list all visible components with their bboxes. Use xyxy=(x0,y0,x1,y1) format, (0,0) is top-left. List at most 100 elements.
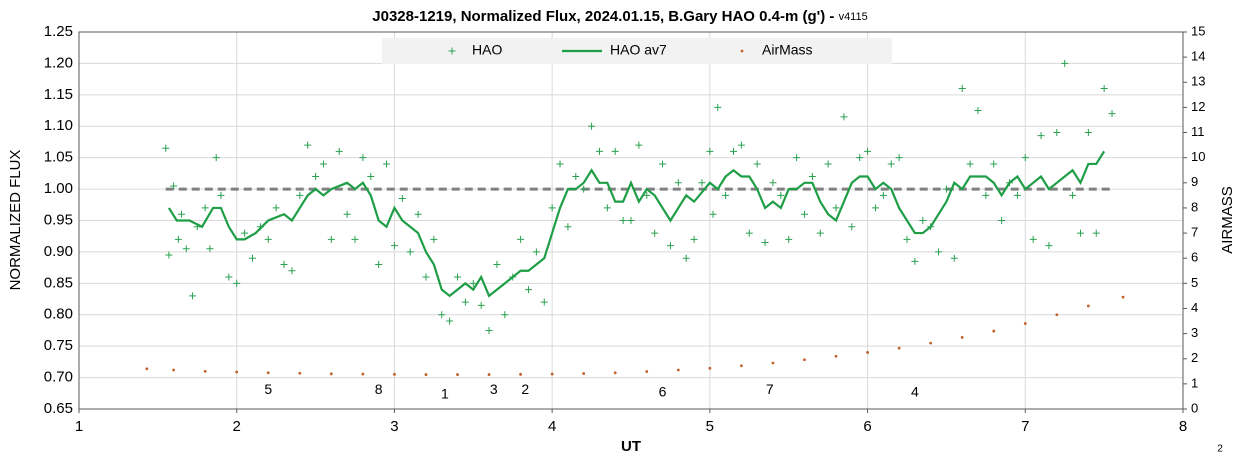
y2-tick-label: 1 xyxy=(1191,375,1198,390)
data-point xyxy=(864,147,872,155)
data-point xyxy=(217,191,225,199)
data-point xyxy=(272,204,280,212)
x-tick-label: 5 xyxy=(706,418,714,435)
data-point xyxy=(487,373,491,376)
y2-tick-label: 6 xyxy=(1191,250,1198,265)
data-point xyxy=(911,257,919,265)
page-number: 2 xyxy=(1217,444,1223,455)
y2-tick-label: 4 xyxy=(1191,300,1198,315)
data-point xyxy=(383,160,391,168)
data-point xyxy=(1092,229,1100,237)
data-point xyxy=(145,367,149,371)
data-point xyxy=(834,354,838,358)
data-point xyxy=(556,160,564,168)
legend-marker xyxy=(740,49,744,53)
y-axis-label: NORMALIZED FLUX xyxy=(7,150,24,291)
data-point xyxy=(548,204,556,212)
data-point xyxy=(611,147,619,155)
data-point xyxy=(803,358,806,362)
y2-tick-label: 15 xyxy=(1191,23,1205,38)
data-point xyxy=(493,260,501,268)
data-point xyxy=(816,229,824,237)
data-point xyxy=(414,210,422,218)
y-tick-label: 0.90 xyxy=(44,243,73,260)
data-point xyxy=(974,107,982,115)
data-point xyxy=(359,154,367,162)
data-point xyxy=(1053,129,1061,137)
data-point xyxy=(266,371,270,375)
annotation: 2 xyxy=(521,381,529,397)
data-point xyxy=(737,141,745,149)
data-point xyxy=(182,245,190,253)
data-point xyxy=(580,185,588,193)
data-point xyxy=(398,195,406,203)
y2-axis-label: AIRMASS xyxy=(1219,186,1236,254)
data-point xyxy=(676,368,680,372)
data-point xyxy=(540,298,548,306)
data-point xyxy=(456,373,459,376)
data-point xyxy=(866,351,869,354)
data-point xyxy=(992,329,996,333)
data-point xyxy=(446,317,454,325)
y2-tick-label: 11 xyxy=(1191,124,1205,139)
y-tick-label: 0.70 xyxy=(44,369,73,386)
data-point xyxy=(1069,191,1077,199)
annotation: 4 xyxy=(911,383,919,399)
data-point xyxy=(206,245,214,253)
data-point xyxy=(627,217,635,224)
data-point xyxy=(172,368,176,372)
y2-tick-label: 12 xyxy=(1191,99,1205,114)
data-point xyxy=(430,235,438,243)
data-point xyxy=(800,210,808,218)
x-tick-label: 8 xyxy=(1179,418,1187,435)
data-point xyxy=(740,364,743,368)
data-point xyxy=(235,370,239,374)
data-point xyxy=(856,154,864,162)
data-point xyxy=(708,366,712,370)
data-point xyxy=(517,235,525,243)
data-point xyxy=(264,235,272,243)
data-point xyxy=(674,179,682,187)
annotation: 3 xyxy=(490,381,498,397)
data-point xyxy=(312,173,320,181)
data-point xyxy=(832,204,840,212)
x-axis-label: UT xyxy=(621,438,641,455)
data-point xyxy=(588,122,596,130)
data-point xyxy=(709,210,717,218)
data-point xyxy=(771,361,775,365)
y-tick-label: 1.15 xyxy=(44,86,73,103)
data-point xyxy=(808,173,816,181)
data-point xyxy=(304,141,312,149)
data-point xyxy=(422,273,430,281)
y2-tick-label: 14 xyxy=(1191,49,1205,64)
data-point xyxy=(390,242,398,250)
y-tick-label: 0.75 xyxy=(44,337,73,354)
data-point xyxy=(319,160,327,168)
y-tick-label: 1.10 xyxy=(44,117,73,134)
data-point xyxy=(564,223,572,231)
data-point xyxy=(501,311,509,319)
data-line xyxy=(167,150,1106,298)
annotation: 6 xyxy=(659,383,667,399)
y-tick-label: 0.80 xyxy=(44,306,73,323)
x-tick-label: 6 xyxy=(863,418,871,435)
data-point xyxy=(613,371,617,375)
data-point xyxy=(824,160,832,168)
annotation: 8 xyxy=(375,381,383,397)
data-point xyxy=(871,204,879,212)
data-point xyxy=(942,185,950,193)
data-point xyxy=(966,160,974,168)
data-point xyxy=(706,147,714,155)
data-point xyxy=(582,372,586,375)
data-point xyxy=(840,113,848,121)
data-point xyxy=(1084,129,1092,137)
annotation: 7 xyxy=(766,381,774,397)
data-point xyxy=(887,160,895,168)
data-point xyxy=(1100,85,1108,93)
data-point xyxy=(329,372,333,376)
data-point xyxy=(438,311,446,319)
data-point xyxy=(929,341,933,345)
data-point xyxy=(477,301,485,309)
data-point xyxy=(424,373,428,376)
data-point xyxy=(241,229,249,237)
